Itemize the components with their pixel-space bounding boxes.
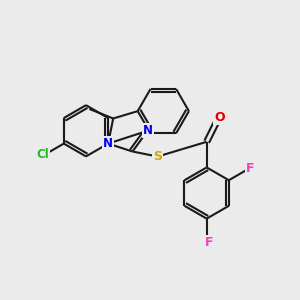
Text: S: S [153,150,162,163]
Text: N: N [142,124,153,137]
Text: N: N [103,137,113,150]
Text: O: O [214,111,225,124]
Text: F: F [246,162,255,175]
Text: Cl: Cl [36,148,49,161]
Text: F: F [205,236,214,250]
